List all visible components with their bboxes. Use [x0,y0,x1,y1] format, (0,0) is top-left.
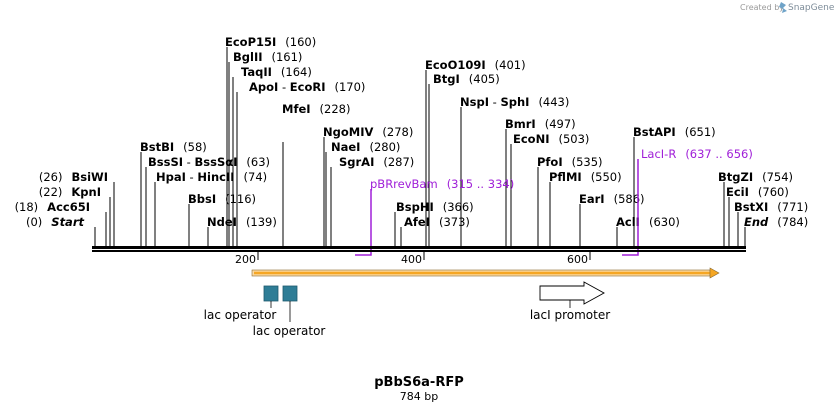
orf-arrow[interactable] [251,267,720,279]
site-label[interactable]: (22) KpnI [39,185,101,199]
site-label[interactable]: EarI (586) [579,192,645,206]
site-label[interactable]: BstAPI (651) [633,125,716,139]
site-label[interactable]: MfeI (228) [282,102,350,116]
tick-label: 200 [235,253,256,266]
lac-operator-box-2[interactable] [282,285,298,302]
site-label[interactable]: NgoMIV (278) [323,125,413,139]
plasmid-length: 784 bp [400,390,438,403]
site-label[interactable]: (0) Start [26,215,85,229]
ruler: 200 400 600 [235,252,591,266]
features: lac operator lac operator lacI promoter [204,281,610,338]
site-label[interactable]: EcoP15I (160) [225,35,316,49]
site-label[interactable]: BspHI (366) [396,200,474,214]
primer-laci-r-marker[interactable] [622,159,639,256]
primer-label[interactable]: pBRrevBam (315 .. 334) [370,177,514,191]
site-label[interactable]: BtgI (405) [433,72,500,86]
site-label[interactable]: BbsI (116) [188,192,256,206]
snapgene-brand-label: SnapGene [788,3,835,13]
site-label[interactable]: EcoO109I (401) [425,58,526,72]
site-label[interactable]: EciI (760) [726,185,789,199]
site-label[interactable]: TaqII (164) [241,65,312,79]
snapgene-watermark: Created by SnapGene [740,2,835,13]
site-label[interactable]: (18) Acc65I [15,200,90,214]
site-label[interactable]: NdeI (139) [207,215,277,229]
site-label[interactable]: BtgZI (754) [718,170,793,184]
site-label[interactable]: BglII (161) [233,50,302,64]
site-connectors [94,47,746,248]
snapgene-logo-icon [779,2,787,13]
laci-promoter-arrow[interactable] [539,281,605,305]
site-label[interactable]: BmrI (497) [505,117,576,131]
site-label[interactable]: PfoI (535) [537,155,603,169]
site-label[interactable]: SgrAI (287) [339,155,414,169]
site-label[interactable]: (26) BsiWI [39,170,108,184]
primer-pbrrevbam-marker[interactable] [355,189,372,256]
site-label[interactable]: AclI (630) [616,215,680,229]
tick-label: 400 [401,253,422,266]
orf-arrow-head [709,267,720,279]
site-label[interactable]: NspI - SphI (443) [460,95,569,109]
feature-label: lac operator [204,308,277,322]
feature-label: lac operator [253,324,326,338]
plasmid-title: pBbS6a-RFP [374,375,464,390]
feature-label: lacI promoter [530,308,610,322]
site-label[interactable]: PflMI (550) [549,170,622,184]
site-label[interactable]: BssSI - BssSαI (63) [148,155,270,169]
site-label[interactable]: NaeI (280) [331,140,400,154]
site-label[interactable]: AfeI (373) [404,215,470,229]
site-label[interactable]: BstBI (58) [140,140,207,154]
site-label[interactable]: ApoI - EcoRI (170) [249,80,365,94]
restriction-sites: EcoP15I (160) BglII (161) TaqII (164) ApoI … [15,35,809,229]
created-by-label: Created by [740,3,784,12]
primers: pBRrevBam (315 .. 334) LacI-R (637 .. 656) [355,147,753,256]
dna-backbone [92,246,746,252]
lac-operator-box-1[interactable] [263,285,279,302]
site-label[interactable]: End (784) [744,215,808,229]
tick-label: 600 [567,253,588,266]
site-label[interactable]: EcoNI (503) [513,132,589,146]
site-label[interactable]: HpaI - HincII (74) [156,170,267,184]
primer-label[interactable]: LacI-R (637 .. 656) [641,147,753,161]
site-label[interactable]: BstXI (771) [734,200,808,214]
